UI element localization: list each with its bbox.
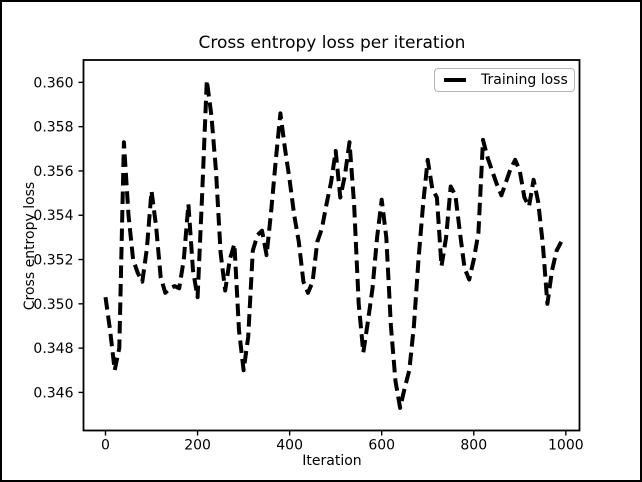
x-tick-label: 600 [368, 438, 395, 454]
legend-box: Training loss [434, 68, 575, 92]
x-tick-label: 400 [276, 438, 303, 454]
y-tick-label: 0.356 [33, 164, 73, 180]
chart-title: Cross entropy loss per iteration [198, 33, 466, 53]
x-axis-label: Iteration [302, 453, 362, 469]
y-axis-label: Cross entropy loss [22, 181, 38, 311]
training-loss-line [103, 78, 563, 410]
x-tick-label: 1000 [548, 438, 584, 454]
y-tick-label: 0.358 [33, 120, 73, 136]
x-tick-label: 200 [184, 438, 211, 454]
x-tick-label: 0 [101, 438, 110, 454]
legend-label: Training loss [481, 72, 568, 88]
y-tick-label: 0.348 [33, 341, 73, 357]
y-tick-label: 0.352 [33, 253, 73, 269]
x-tick-label: 800 [460, 438, 487, 454]
y-tick-label: 0.350 [33, 297, 73, 313]
y-tick-label: 0.346 [33, 385, 73, 401]
axes-frame [82, 59, 581, 432]
legend-dash-swatch [444, 77, 466, 83]
y-tick-label: 0.360 [33, 75, 73, 91]
y-tick-label: 0.354 [33, 208, 73, 224]
